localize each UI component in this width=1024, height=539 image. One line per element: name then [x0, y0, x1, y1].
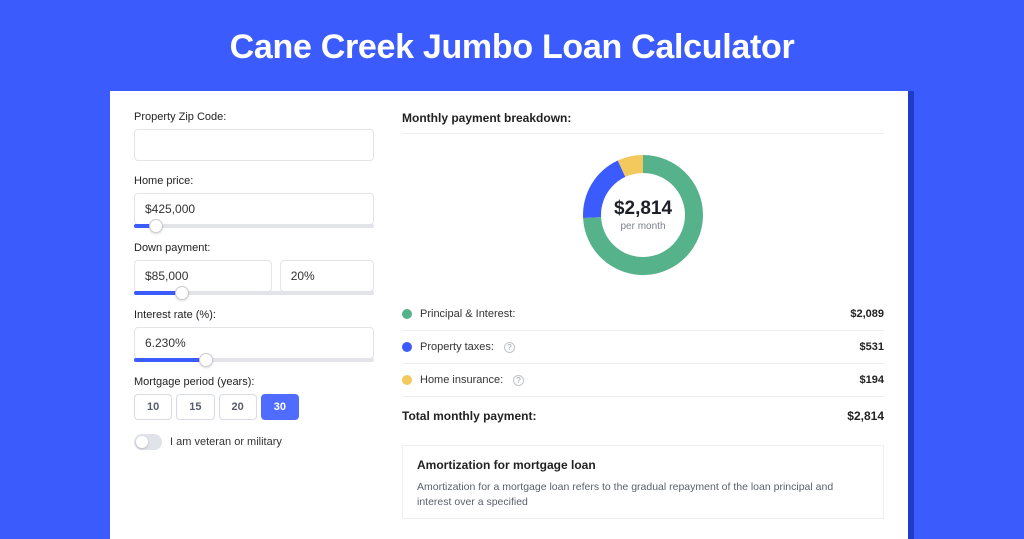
- slider-thumb[interactable]: [199, 353, 213, 367]
- donut-center: $2,814 per month: [578, 150, 708, 280]
- veteran-toggle-row: I am veteran or military: [134, 434, 374, 450]
- donut-chart: $2,814 per month: [578, 150, 708, 280]
- zip-field-block: Property Zip Code:: [134, 111, 374, 161]
- interest-rate-input[interactable]: [134, 327, 374, 359]
- down-payment-amount-input[interactable]: [134, 260, 272, 292]
- mortgage-period-option-20[interactable]: 20: [219, 394, 257, 420]
- legend-bullet: [402, 375, 412, 385]
- slider-thumb[interactable]: [149, 219, 163, 233]
- amortization-text: Amortization for a mortgage loan refers …: [417, 480, 869, 510]
- info-icon[interactable]: ?: [504, 342, 515, 353]
- amortization-box: Amortization for mortgage loan Amortizat…: [402, 445, 884, 519]
- toggle-knob: [136, 436, 148, 448]
- total-label: Total monthly payment:: [402, 409, 536, 423]
- legend-bullet: [402, 309, 412, 319]
- veteran-label: I am veteran or military: [170, 436, 282, 448]
- total-value: $2,814: [847, 409, 884, 423]
- breakdown-value: $194: [860, 374, 884, 386]
- mortgage-period-option-15[interactable]: 15: [176, 394, 214, 420]
- calculator-panel: Property Zip Code: Home price: Down paym…: [110, 91, 908, 539]
- home-price-slider[interactable]: [134, 224, 374, 228]
- breakdown-label: Principal & Interest:: [420, 308, 515, 320]
- breakdown-label: Home insurance:: [420, 374, 503, 386]
- donut-sub: per month: [620, 221, 665, 232]
- panel-shadow: Property Zip Code: Home price: Down paym…: [110, 91, 914, 539]
- home-price-block: Home price:: [134, 175, 374, 228]
- breakdown-title: Monthly payment breakdown:: [402, 111, 884, 134]
- form-column: Property Zip Code: Home price: Down paym…: [134, 111, 374, 519]
- home-price-input[interactable]: [134, 193, 374, 225]
- interest-rate-label: Interest rate (%):: [134, 309, 374, 321]
- zip-label: Property Zip Code:: [134, 111, 374, 123]
- breakdown-row: Property taxes:? $531: [402, 330, 884, 363]
- breakdown-row: Principal & Interest: $2,089: [402, 298, 884, 330]
- mortgage-period-option-30[interactable]: 30: [261, 394, 299, 420]
- breakdown-value: $531: [860, 341, 884, 353]
- mortgage-period-options: 10152030: [134, 394, 374, 420]
- home-price-label: Home price:: [134, 175, 374, 187]
- veteran-toggle[interactable]: [134, 434, 162, 450]
- down-payment-slider[interactable]: [134, 291, 374, 295]
- breakdown-label: Property taxes:: [420, 341, 494, 353]
- breakdown-value: $2,089: [850, 308, 884, 320]
- slider-thumb[interactable]: [175, 286, 189, 300]
- donut-chart-container: $2,814 per month: [402, 134, 884, 298]
- info-icon[interactable]: ?: [513, 375, 524, 386]
- total-row: Total monthly payment: $2,814: [402, 396, 884, 437]
- breakdown-row: Home insurance:? $194: [402, 363, 884, 396]
- page-title: Cane Creek Jumbo Loan Calculator: [0, 0, 1024, 91]
- interest-rate-block: Interest rate (%):: [134, 309, 374, 362]
- legend-bullet: [402, 342, 412, 352]
- down-payment-percent-input[interactable]: [280, 260, 374, 292]
- down-payment-block: Down payment:: [134, 242, 374, 295]
- down-payment-label: Down payment:: [134, 242, 374, 254]
- mortgage-period-block: Mortgage period (years): 10152030: [134, 376, 374, 420]
- mortgage-period-label: Mortgage period (years):: [134, 376, 374, 388]
- breakdown-rows: Principal & Interest: $2,089 Property taxe…: [402, 298, 884, 396]
- interest-rate-slider[interactable]: [134, 358, 374, 362]
- zip-input[interactable]: [134, 129, 374, 161]
- breakdown-column: Monthly payment breakdown: $2,814 per mo…: [402, 111, 884, 519]
- amortization-title: Amortization for mortgage loan: [417, 458, 869, 472]
- mortgage-period-option-10[interactable]: 10: [134, 394, 172, 420]
- donut-amount: $2,814: [614, 198, 672, 220]
